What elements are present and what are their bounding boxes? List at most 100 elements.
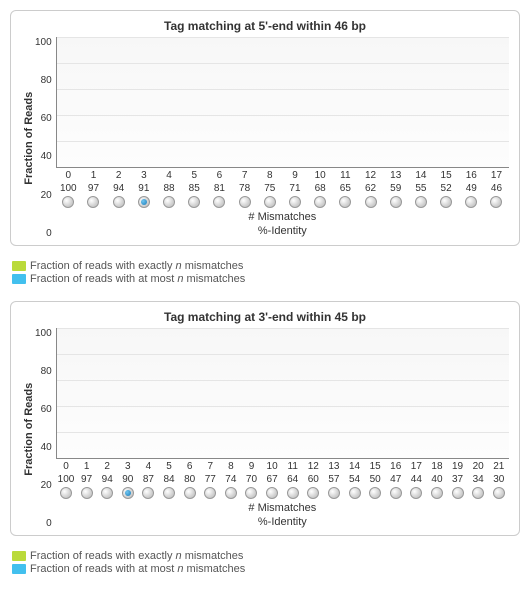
mismatch-radio[interactable] [314,196,326,208]
legend-item-atmost: Fraction of reads with at most n mismatc… [12,273,520,285]
x-tick: 12 [358,170,383,181]
mismatch-radio[interactable] [62,196,74,208]
mismatch-radio[interactable] [289,196,301,208]
mismatch-radio[interactable] [415,196,427,208]
x-tick: 60 [303,474,324,485]
mismatch-radio[interactable] [101,487,113,499]
x-ticks-identity: 1009794918885817875716865625955524946 [56,183,509,194]
mismatch-radio[interactable] [138,196,150,208]
mismatch-radio[interactable] [142,487,154,499]
mismatch-radio[interactable] [184,487,196,499]
x-axis-labels: # Mismatches%-Identity [56,501,509,530]
x-tick: 18 [427,461,448,472]
x-tick: 3 [131,170,156,181]
chart-body: Fraction of Reads02040608010001234567891… [21,328,509,530]
mismatch-radio[interactable] [410,487,422,499]
x-tick: 6 [179,461,200,472]
mismatch-radio[interactable] [339,196,351,208]
x-tick: 5 [159,461,180,472]
x-tick: 71 [282,183,307,194]
x-tick: 12 [303,461,324,472]
y-tick: 100 [35,37,52,48]
y-tick: 60 [41,113,52,124]
x-tick: 37 [447,474,468,485]
x-tick: 9 [282,170,307,181]
mismatch-radio[interactable] [60,487,72,499]
mismatch-radio[interactable] [440,196,452,208]
x-tick: 1 [81,170,106,181]
mismatch-radio[interactable] [163,487,175,499]
x-tick: 100 [56,474,77,485]
x-tick: 34 [468,474,489,485]
mismatch-radio[interactable] [122,487,134,499]
mismatch-radio[interactable] [266,487,278,499]
x-tick: 87 [138,474,159,485]
x-tick: 8 [257,170,282,181]
x-ticks-mismatches: 0123456789101112131415161718192021 [56,461,509,472]
legend-item-exact: Fraction of reads with exactly n mismatc… [12,260,520,272]
x-tick: 94 [97,474,118,485]
x-tick: 6 [207,170,232,181]
x-tick: 0 [56,170,81,181]
mismatch-radio[interactable] [245,487,257,499]
x-tick: 17 [406,461,427,472]
x-tick: 77 [200,474,221,485]
x-tick: 1 [76,461,97,472]
x-tick: 7 [200,461,221,472]
legend: Fraction of reads with exactly n mismatc… [12,550,520,575]
x-tick: 91 [131,183,156,194]
mismatch-radio[interactable] [287,487,299,499]
x-tick: 46 [484,183,509,194]
mismatch-radio[interactable] [225,487,237,499]
x-tick: 16 [459,170,484,181]
chart-panel: Tag matching at 3'-end within 45 bpFract… [10,301,520,537]
legend-item-exact: Fraction of reads with exactly n mismatc… [12,550,520,562]
mismatch-radio[interactable] [465,196,477,208]
mismatch-radio[interactable] [390,196,402,208]
x-axis-label-mismatches: # Mismatches [56,210,509,224]
x-tick: 81 [207,183,232,194]
y-tick: 100 [35,328,52,339]
mismatch-radio[interactable] [369,487,381,499]
x-tick: 2 [106,170,131,181]
mismatch-radio[interactable] [365,196,377,208]
legend-swatch-atmost [12,564,26,574]
x-tick: 67 [262,474,283,485]
mismatch-radio[interactable] [213,196,225,208]
x-tick: 44 [406,474,427,485]
mismatch-radio[interactable] [349,487,361,499]
x-tick: 13 [383,170,408,181]
legend-swatch-exact [12,261,26,271]
mismatch-radio[interactable] [239,196,251,208]
mismatch-radio[interactable] [81,487,93,499]
x-tick: 49 [459,183,484,194]
mismatch-radio[interactable] [452,487,464,499]
mismatch-radio[interactable] [87,196,99,208]
x-tick: 62 [358,183,383,194]
chart-title: Tag matching at 5'-end within 46 bp [21,19,509,33]
x-tick: 88 [156,183,181,194]
mismatch-radio[interactable] [163,196,175,208]
y-tick: 0 [46,518,52,529]
x-axis-label-mismatches: # Mismatches [56,501,509,515]
legend-swatch-atmost [12,274,26,284]
mismatch-radio[interactable] [264,196,276,208]
mismatch-radio[interactable] [390,487,402,499]
y-tick: 80 [41,366,52,377]
mismatch-radio[interactable] [328,487,340,499]
mismatch-radio[interactable] [493,487,505,499]
mismatch-radio[interactable] [307,487,319,499]
mismatch-radio[interactable] [431,487,443,499]
mismatch-radio[interactable] [113,196,125,208]
x-tick: 59 [383,183,408,194]
mismatch-radio[interactable] [204,487,216,499]
mismatch-radio[interactable] [188,196,200,208]
mismatch-radio[interactable] [472,487,484,499]
x-tick: 80 [179,474,200,485]
x-tick: 55 [408,183,433,194]
mismatch-radio[interactable] [490,196,502,208]
x-axis-label-identity: %-Identity [56,515,509,529]
x-tick: 68 [308,183,333,194]
x-tick: 100 [56,183,81,194]
x-tick: 4 [156,170,181,181]
